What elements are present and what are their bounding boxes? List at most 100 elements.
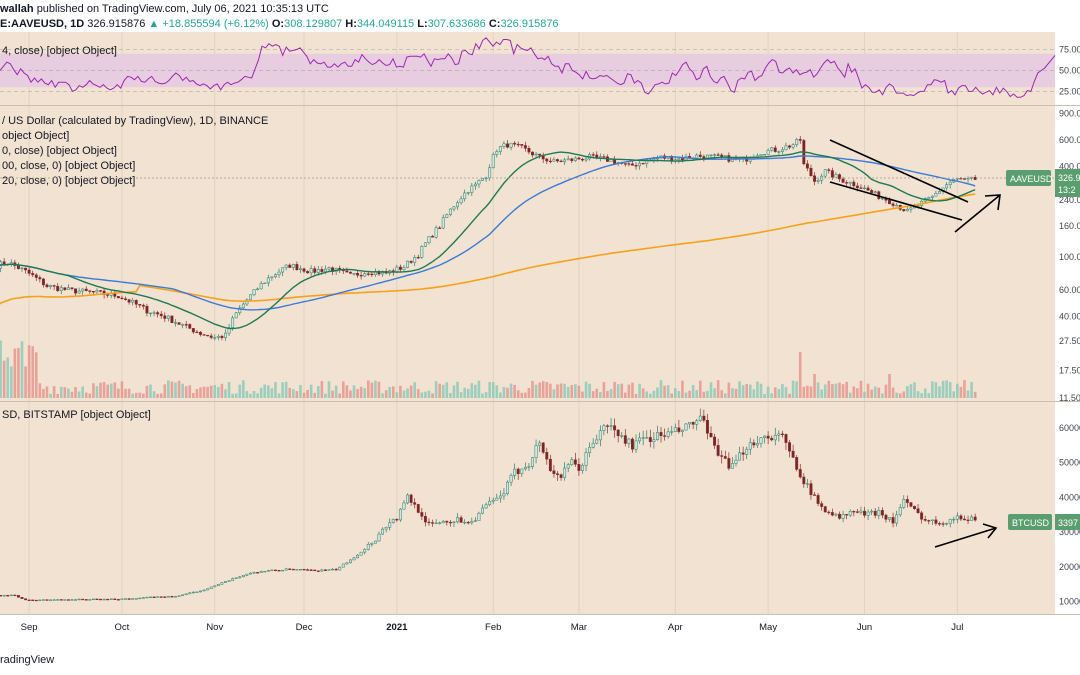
btc-candle-body — [941, 523, 945, 525]
btc-candle-body — [477, 512, 481, 521]
aave-candle-body — [795, 139, 799, 145]
btc-candle-body — [748, 442, 752, 450]
btc-candle-body — [27, 599, 31, 601]
aave-volume-bar — [327, 381, 331, 398]
aave-volume-bar — [738, 381, 741, 398]
aave-candle-body — [934, 193, 938, 197]
aave-volume-bar — [552, 389, 556, 398]
btc-symbol-tag — [1008, 514, 1052, 530]
aave-volume-bar — [52, 386, 56, 398]
aave-volume-bar — [59, 386, 63, 398]
aave-volume-bar — [848, 392, 852, 398]
aave-volume-bar — [666, 385, 670, 398]
aave-volume-bar — [324, 393, 327, 398]
aave-candle-body — [134, 299, 138, 305]
aave-volume-bar — [631, 382, 634, 398]
aave-volume-bar — [581, 391, 584, 398]
aave-volume-bar — [663, 385, 666, 398]
aave-candle-body — [184, 324, 188, 326]
aave-candle-body — [274, 274, 277, 278]
chart-canvas[interactable]: 4, close) [object Object] 75.00 50.00 25.0… — [0, 32, 1080, 645]
aave-volume-bar — [156, 393, 159, 398]
aave-volume-bar — [477, 380, 481, 398]
aave-candle-body — [891, 203, 895, 206]
ohlc-line: E:AAVEUSD, 1D 326.915876 ▲ +18.855594 (+… — [0, 18, 559, 31]
aave-candle-body — [256, 288, 260, 290]
aave-candle-body — [545, 158, 549, 162]
btc-candle-body — [552, 470, 556, 474]
aave-volume-bar — [624, 392, 627, 398]
btc-candle-body — [84, 599, 88, 601]
btc-tick-label: 20000.00 — [1059, 562, 1080, 572]
aave-candle-body — [16, 265, 20, 269]
aave-candle-body — [427, 236, 431, 244]
btc-candle-body — [755, 443, 759, 446]
btc-candle-body — [381, 528, 385, 535]
aave-candle-body — [159, 313, 163, 317]
aave-candle-body — [488, 167, 492, 179]
aave-candle-body — [534, 153, 538, 156]
rsi-tick-label: 75.00 — [1059, 45, 1080, 55]
rsi-tick-label: 50.00 — [1059, 66, 1080, 76]
aave-volume-bar — [242, 380, 245, 398]
aave-volume-bar — [181, 383, 184, 398]
aave-candle-body — [116, 296, 120, 299]
aave-volume-bar — [17, 348, 20, 398]
btc-candle-body — [516, 468, 520, 475]
aave-candle-body — [477, 180, 481, 185]
btc-candle-body — [830, 512, 834, 516]
aave-tick-label: 40.00 — [1059, 312, 1080, 322]
aave-volume-bar — [634, 393, 638, 398]
btc-candle-body — [306, 569, 310, 571]
btc-candle-body — [431, 522, 434, 524]
aave-candle-body — [613, 159, 617, 164]
aave-candle-body — [127, 299, 131, 303]
btc-candle-body — [638, 437, 642, 442]
btc-candle-body — [95, 598, 99, 601]
aave-candle-body — [95, 290, 99, 293]
btc-candle-body — [259, 571, 263, 574]
aave-candle-body — [456, 202, 459, 208]
aave-volume-bar — [759, 383, 763, 398]
aave-volume-bar — [192, 393, 195, 398]
aave-volume-bar — [184, 386, 188, 398]
aave-candle-body — [252, 289, 256, 296]
aave-volume-bar — [891, 387, 895, 398]
aave-candle-body — [777, 151, 781, 153]
aave-candle-body — [20, 267, 24, 270]
btc-candle-body — [448, 521, 452, 524]
aave-candle-body — [763, 154, 766, 156]
btc-tick-label: 10000.00 — [1059, 597, 1080, 607]
btc-candle-body — [866, 511, 870, 516]
rsi-tick-label: 25.00 — [1059, 86, 1080, 96]
btc-candle-body — [631, 438, 634, 450]
aave-volume-bar — [399, 385, 402, 398]
aave-volume-bar — [466, 388, 470, 398]
aave-volume-bar — [274, 382, 277, 398]
aave-volume-bar — [227, 382, 231, 398]
aave-candle-body — [302, 268, 306, 272]
aave-candle-body — [320, 269, 324, 272]
btc-candle-body — [609, 425, 613, 427]
btc-candle-body — [0, 595, 3, 597]
aave-volume-bar — [713, 388, 716, 398]
btc-candle-body — [388, 522, 392, 528]
aave-volume-bar — [388, 386, 391, 398]
btc-candle-body — [252, 572, 256, 574]
aave-volume-bar — [174, 382, 177, 398]
aave-volume-bar — [595, 388, 599, 398]
aave-volume-bar — [384, 390, 388, 398]
aave-candle-body — [866, 187, 870, 191]
aave-volume-bar — [195, 388, 199, 398]
aave-candle-body — [24, 267, 28, 271]
aave-volume-bar — [509, 383, 513, 398]
aave-candle-body — [452, 206, 456, 210]
btc-candle-body — [816, 495, 820, 504]
btc-candle-body — [145, 596, 149, 599]
btc-candle-body — [416, 504, 420, 513]
btc-candle-body — [777, 433, 781, 436]
btc-candle-body — [784, 434, 788, 443]
btc-candle-body — [934, 519, 938, 524]
aave-volume-bar — [816, 382, 820, 398]
aave-candle-body — [838, 174, 841, 180]
